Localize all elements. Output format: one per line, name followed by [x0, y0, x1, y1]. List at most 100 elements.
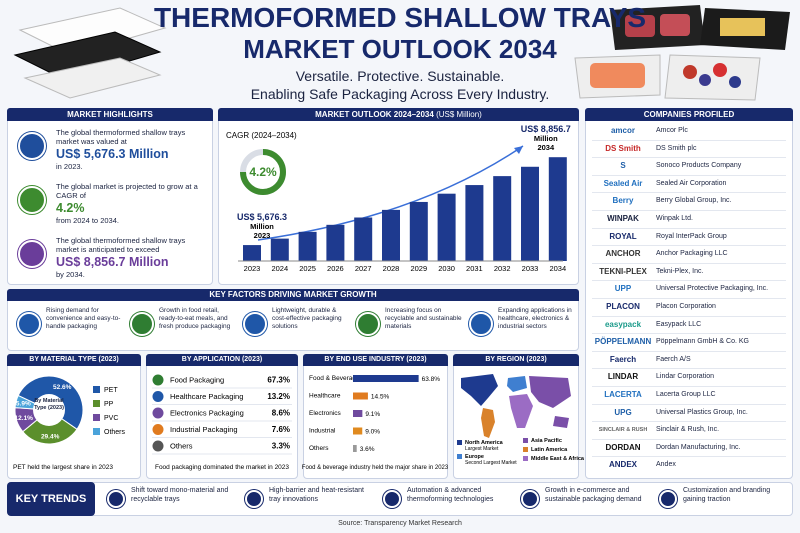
factor-text: Expanding applications in healthcare, el…: [498, 307, 572, 330]
companies-panel: [585, 108, 793, 479]
category-icon: [152, 407, 164, 419]
panel-title: BY END USE INDUSTRY (2023): [303, 354, 448, 366]
bar: [353, 427, 363, 435]
material-chart: 52.6% PET 29.4% PP 12.1% PVC 5.9% Others By Mate…: [13, 375, 126, 471]
application-chart: Food Packaging 67.3% Healthcare Packaging 1…: [152, 374, 292, 471]
value-label: 7.6%: [272, 425, 290, 434]
company-logo: WINPAK: [607, 214, 639, 223]
cagr-value: 4.2%: [249, 165, 277, 179]
company-logo: LACERTA: [604, 390, 642, 399]
category-label: Food Packaging: [170, 376, 224, 385]
arrow-head: [514, 146, 523, 154]
divider: [592, 139, 786, 141]
divider: [592, 368, 786, 370]
x-tick-label: 2031: [466, 264, 483, 273]
category-label: Food & Beverage: [309, 375, 360, 382]
chart-note: PET held the largest share in 2023: [13, 464, 113, 471]
company-logo: ANDEX: [608, 460, 637, 470]
map-latin-america: [481, 408, 495, 438]
icon: [107, 490, 125, 508]
legend-swatch: [523, 438, 528, 443]
bar: [548, 157, 567, 261]
icon: [18, 132, 46, 160]
divider: [592, 403, 786, 405]
bar: [353, 410, 363, 417]
company-name: Easypack LLC: [656, 320, 702, 328]
chart-note: Food packaging dominated the market in 2…: [155, 464, 289, 471]
legend-label: PET: [104, 387, 118, 394]
category-icon: [152, 374, 164, 386]
value-label: 14.5%: [371, 394, 390, 401]
value-label: 3.3%: [272, 442, 290, 451]
tray-illustrations: [13, 5, 790, 101]
divider: [592, 227, 786, 229]
bar: [437, 193, 456, 261]
panel-title: BY APPLICATION (2023): [146, 354, 298, 366]
category-icon: [152, 424, 164, 435]
category-label: Electronics Packaging: [170, 409, 244, 418]
divider: [592, 315, 786, 317]
bar: [270, 238, 289, 261]
legend-note: Second Largest Market: [465, 460, 517, 466]
title-line2: MARKET OUTLOOK 2034: [243, 34, 557, 64]
company-name: Lacerta Group LLC: [656, 391, 716, 398]
category-label: Healthcare: [309, 393, 341, 400]
bar: [353, 445, 357, 452]
trend-text: Growth in e-commerce and sustainable pac…: [545, 487, 642, 503]
category-label: Industrial Packaging: [170, 425, 238, 434]
x-tick-label: 2026: [327, 264, 344, 273]
company-logo: amcor: [610, 126, 635, 135]
divider: [592, 421, 786, 423]
value-label: 63.8%: [422, 376, 441, 383]
highlight-tail: in 2023.: [56, 162, 83, 171]
company-name: Tekni-Plex, Inc.: [656, 267, 704, 275]
legend-label: Others: [104, 429, 126, 436]
bar: [298, 231, 317, 261]
x-tick-label: 2027: [355, 264, 372, 273]
end-use-chart: Food & Beverage 63.8% Healthcare 14.5% Elect…: [302, 375, 449, 471]
company-name: Placon Corporation: [656, 303, 716, 310]
category-label: Others: [309, 445, 329, 452]
legend-label: Latin America: [531, 447, 568, 453]
x-tick-label: 2034: [549, 264, 566, 273]
divider: [592, 210, 786, 211]
trend-text: Customization and branding gaining tract…: [683, 487, 771, 503]
trend-text: Shift toward mono-material and recyclabl…: [131, 487, 229, 503]
icon: [17, 312, 41, 336]
icon: [356, 312, 380, 336]
bar: [326, 224, 345, 261]
category-icon: [152, 440, 164, 452]
legend-label: Europe: [465, 454, 484, 460]
company-name: Sealed Air Corporation: [656, 179, 727, 187]
company-name: Faerch A/S: [656, 355, 691, 363]
company-name: Royal InterPack Group: [656, 232, 727, 240]
legend-label: Middle East & Africa: [531, 456, 585, 462]
center-label: By Material Type (2023): [34, 398, 64, 411]
chart-note: Food & beverage industry held the major …: [302, 465, 449, 471]
divider: [592, 157, 786, 159]
company-name: DS Smith plc: [656, 144, 697, 152]
pie-hole: [33, 394, 65, 426]
panel-title: MARKET OUTLOOK 2024–2034 (US$ Million): [218, 108, 579, 121]
value-year: 2034: [537, 143, 555, 152]
company-name: Universal Plastics Group, Inc.: [656, 408, 748, 416]
value-label: 67.3%: [267, 376, 290, 385]
highlight-figure: 4.2%: [56, 201, 85, 215]
map-north-america: [461, 374, 498, 406]
icon: [521, 490, 539, 508]
divider: [592, 350, 786, 352]
divider: [592, 298, 786, 299]
slice-label: 52.6%: [53, 384, 72, 391]
company-logo: Sealed Air: [603, 178, 643, 188]
divider: [592, 280, 786, 282]
factor-text: Lightweight, durable & cost-effective pa…: [272, 307, 342, 330]
value-label: US$ 8,856.7: [521, 124, 571, 134]
x-tick-label: 2025: [299, 264, 316, 273]
trends-title: KEY TRENDS: [7, 482, 95, 516]
map-europe: [507, 376, 527, 392]
trend-arrow: [257, 145, 524, 241]
chart-unit: (US$ Million): [436, 110, 482, 119]
trend-text: Automation & advanced thermoforming tech…: [407, 487, 494, 503]
company-logo: easypack: [604, 319, 642, 329]
x-tick-label: 2029: [410, 264, 427, 273]
